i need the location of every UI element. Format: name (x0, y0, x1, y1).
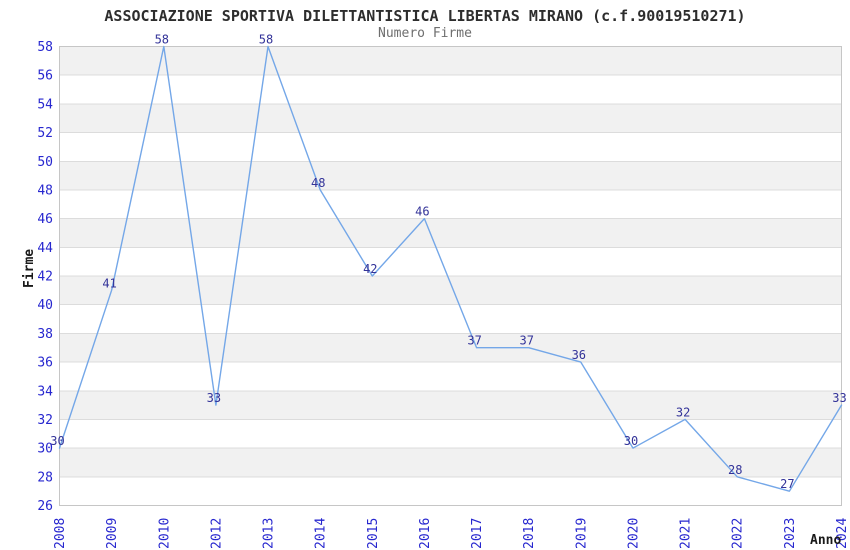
plot-band (59, 448, 842, 477)
y-axis-tick-label: 44 (37, 241, 53, 256)
x-axis-tick-label: 2009 (105, 518, 120, 549)
x-axis-tick-label: 2023 (783, 518, 798, 549)
y-axis-tick-label: 52 (37, 126, 53, 141)
data-point-label: 48 (311, 176, 325, 190)
y-axis-tick-label: 32 (37, 413, 53, 428)
data-point-label: 58 (259, 33, 273, 47)
x-axis-tick-label: 2016 (418, 518, 433, 549)
y-axis-tick-label: 38 (37, 327, 53, 342)
plot-border (59, 46, 842, 506)
data-point-label: 46 (415, 205, 429, 219)
plot-band (59, 333, 842, 363)
plot-band (59, 46, 842, 76)
data-point-label: 28 (728, 463, 742, 477)
plot-band (59, 390, 842, 420)
x-axis-title: Anno (810, 533, 841, 548)
x-axis-tick-label: 2018 (522, 518, 537, 549)
y-axis-tick-label: 48 (37, 183, 53, 198)
x-axis-tick-label: 2008 (53, 518, 68, 549)
chart-subtitle: Numero Firme (378, 26, 472, 41)
y-axis-tick-label: 30 (37, 442, 53, 457)
y-axis-tick-label: 26 (37, 499, 53, 514)
plot-area: 26 28 30 32 34 36 38 40 42 44 46 48 50 52 54 56 58 2008 20… (37, 33, 850, 550)
data-point-label: 37 (467, 334, 481, 348)
plot-band (59, 103, 842, 133)
data-point-label: 33 (832, 391, 846, 405)
data-point-label: 58 (155, 33, 169, 47)
data-point-label: 32 (676, 405, 690, 419)
y-axis-tick-label: 50 (37, 155, 53, 170)
x-axis-tick-label: 2021 (679, 518, 694, 549)
x-axis-tick-label: 2019 (574, 518, 589, 549)
x-axis-tick-label: 2013 (262, 518, 277, 549)
data-point-label: 36 (572, 348, 586, 362)
x-axis-tick-label: 2010 (157, 518, 172, 549)
y-axis-tick-label: 28 (37, 470, 53, 485)
y-axis-tick-label: 56 (37, 69, 53, 84)
series-line (58, 45, 843, 492)
data-point-label: 37 (519, 334, 533, 348)
chart-title: ASSOCIAZIONE SPORTIVA DILETTANTISTICA LI… (104, 7, 746, 25)
data-point-label: 30 (624, 434, 638, 448)
data-point-label: 27 (780, 477, 794, 491)
y-axis-tick-label: 36 (37, 356, 53, 371)
y-axis-tick-label: 46 (37, 212, 53, 227)
data-point-label: 41 (102, 276, 116, 290)
x-axis-tick-label: 2024 (835, 518, 850, 549)
data-point-label: 30 (50, 434, 64, 448)
x-axis-tick-label: 2012 (209, 518, 224, 549)
x-axis-tick-label: 2017 (470, 518, 485, 549)
data-point-label: 42 (363, 262, 377, 276)
y-axis-title: Firme (22, 249, 37, 288)
data-point-label: 33 (207, 391, 221, 405)
x-axis-tick-label: 2020 (627, 518, 642, 549)
y-axis-tick-label: 58 (37, 40, 53, 55)
plot-band (59, 218, 842, 248)
y-axis-tick-label: 34 (37, 384, 53, 399)
plot-band (59, 161, 842, 190)
y-axis-tick-label: 54 (37, 97, 53, 112)
x-axis-tick-label: 2015 (366, 518, 381, 549)
x-axis-tick-label: 2022 (731, 518, 746, 549)
plot-band (59, 276, 842, 305)
x-axis-tick-label: 2014 (314, 518, 329, 549)
y-axis-tick-label: 40 (37, 298, 53, 313)
y-axis-tick-label: 42 (37, 270, 53, 285)
